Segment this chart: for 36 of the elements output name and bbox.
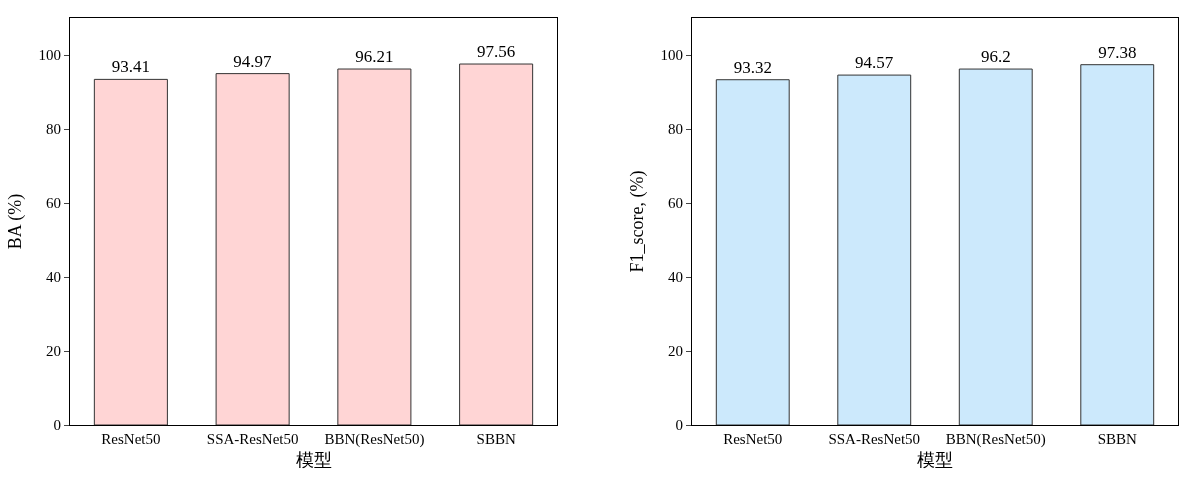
x-tick-label: SSA-ResNet50 xyxy=(828,431,921,447)
x-tick-label: SBBN xyxy=(476,431,516,447)
x-tick-label: ResNet50 xyxy=(723,431,783,447)
y-tick-label: 0 xyxy=(675,417,683,434)
y-tick-label: 100 xyxy=(660,47,683,64)
bar xyxy=(715,79,790,425)
x-axis-title: 模型 xyxy=(917,450,953,471)
data-label: 93.41 xyxy=(111,57,150,77)
data-label: 97.38 xyxy=(1098,42,1137,62)
x-tick-label: SBBN xyxy=(1097,431,1138,447)
bar xyxy=(837,74,912,425)
y-tick-label: 60 xyxy=(668,195,683,212)
y-tick-label: 40 xyxy=(46,269,61,286)
y-axis-title: BA (%) xyxy=(4,193,26,250)
data-label: 93.32 xyxy=(733,57,772,77)
y-axis-title: F1_score, (%) xyxy=(626,170,648,273)
y-tick-label: 20 xyxy=(46,343,61,360)
bar xyxy=(1080,64,1155,425)
data-label: 94.97 xyxy=(233,51,272,71)
data-label: 94.57 xyxy=(854,53,894,73)
data-label: 96.2 xyxy=(980,47,1011,67)
y-tick-label: 80 xyxy=(668,121,683,138)
y-tick-label: 80 xyxy=(46,121,61,138)
x-axis-title: 模型 xyxy=(295,450,332,471)
y-tick-label: 60 xyxy=(46,195,61,212)
y-tick-label: 20 xyxy=(668,343,683,360)
y-tick-label: 40 xyxy=(668,269,683,286)
data-label: 97.56 xyxy=(477,42,516,62)
x-tick-label: BBN(ResNet50) xyxy=(324,431,425,448)
x-tick-label: ResNet50 xyxy=(101,431,161,447)
bar xyxy=(958,68,1033,425)
data-label: 96.21 xyxy=(355,47,394,67)
y-tick-label: 100 xyxy=(38,47,61,64)
x-tick-label: SSA-ResNet50 xyxy=(206,431,299,447)
x-tick-label: BBN(ResNet50) xyxy=(945,431,1046,448)
y-tick-label: 0 xyxy=(53,417,61,434)
